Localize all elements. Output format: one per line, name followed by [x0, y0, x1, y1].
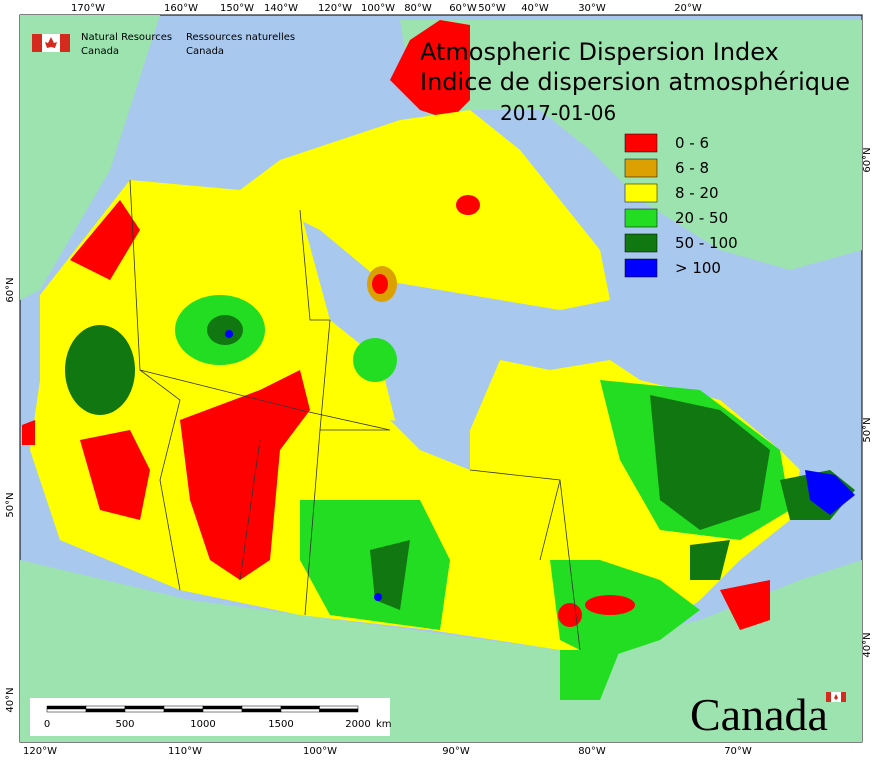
- region: [560, 650, 620, 700]
- legend-swatch: [624, 133, 658, 153]
- graticule-labels: 170°W 160°W 150°W 140°W 120°W 100°W 80°W 60°W 50…: [5, 3, 873, 757]
- scale-segment: [241, 708, 282, 713]
- legend-swatch: [624, 258, 658, 278]
- top-label: 50°W: [478, 3, 506, 14]
- scale-segment: [241, 705, 282, 710]
- bottom-label: 70°W: [724, 746, 752, 757]
- agency-en: Natural Resources: [81, 32, 172, 43]
- region: [558, 603, 582, 627]
- region: [372, 274, 388, 294]
- region: [370, 540, 410, 610]
- top-label: 120°W: [318, 3, 352, 14]
- top-label: 20°W: [674, 3, 702, 14]
- hudson-bay: [395, 340, 500, 450]
- scale-segment: [202, 708, 243, 713]
- right-label: 40°N: [862, 632, 873, 657]
- wordmark: Canada: [690, 689, 828, 740]
- alaska: [20, 15, 160, 300]
- right-label: 60°N: [862, 147, 873, 172]
- scale-segment: [202, 705, 243, 710]
- top-label: 160°W: [164, 3, 198, 14]
- top-label: 60°W: [449, 3, 477, 14]
- scale-bg: [30, 698, 390, 736]
- region: [720, 580, 770, 630]
- region: [690, 540, 730, 580]
- region: [374, 593, 382, 601]
- region: [353, 338, 397, 382]
- legend-label: 8 - 20: [675, 184, 719, 202]
- wordmark-flag: [826, 692, 846, 702]
- bottom-label: 80°W: [578, 746, 606, 757]
- top-label: 40°W: [521, 3, 549, 14]
- legend-label: 0 - 6: [675, 134, 709, 152]
- top-label: 30°W: [578, 3, 606, 14]
- bottom-label: 100°W: [303, 746, 337, 757]
- legend-swatch: [624, 158, 658, 178]
- top-label: 140°W: [264, 3, 298, 14]
- scale-segment: [280, 705, 320, 710]
- region: [65, 325, 135, 415]
- legend-swatch: [624, 208, 658, 228]
- scale-segment: [163, 708, 204, 713]
- bottom-label: 110°W: [168, 746, 202, 757]
- fip-logo: [32, 34, 70, 52]
- scale-label: 1000: [190, 719, 215, 730]
- right-label: 50°N: [862, 417, 873, 442]
- legend: 0 - 6 6 - 8 8 - 20 20 - 50 50 - 100 > 100: [624, 133, 738, 278]
- legend-swatch: [624, 233, 658, 253]
- region: [390, 20, 470, 120]
- region: [70, 200, 140, 280]
- scale-segment: [46, 705, 87, 710]
- scale-segment: [46, 708, 87, 713]
- region: [80, 430, 150, 520]
- top-label: 100°W: [361, 3, 395, 14]
- region: [456, 195, 480, 215]
- agency-fr: Ressources naturelles: [186, 32, 295, 43]
- scale-label: 1500: [268, 719, 293, 730]
- bottom-label: 120°W: [23, 746, 57, 757]
- region: [585, 595, 635, 615]
- scale-segment: [319, 708, 359, 713]
- top-label: 80°W: [404, 3, 432, 14]
- region: [225, 330, 233, 338]
- legend-label: 6 - 8: [675, 159, 709, 177]
- scale-label: 500: [115, 719, 134, 730]
- agency-en: Canada: [81, 46, 119, 57]
- scale-segment: [163, 705, 204, 710]
- agency-fr: Canada: [186, 46, 224, 57]
- title: Atmospheric Dispersion Index: [420, 38, 779, 66]
- scale-label: 0: [44, 719, 50, 730]
- legend-label: > 100: [675, 259, 721, 277]
- region: [805, 470, 855, 515]
- top-label: 170°W: [71, 3, 105, 14]
- region: [180, 370, 310, 580]
- region: [207, 315, 243, 345]
- scale-bar: 0 500 1000 1500 2000 km: [30, 698, 392, 736]
- scale-segment: [85, 705, 126, 710]
- region: [22, 420, 35, 445]
- scale-segment: [280, 708, 320, 713]
- left-label: 40°N: [5, 687, 16, 712]
- region: [650, 395, 770, 530]
- left-label: 60°N: [5, 277, 16, 302]
- arctic-islands: [240, 110, 610, 310]
- scale-segment: [319, 705, 359, 710]
- borders: [129, 179, 581, 651]
- scale-label: 2000: [345, 719, 370, 730]
- scale-segment: [124, 708, 165, 713]
- date: 2017-01-06: [500, 101, 616, 125]
- left-label: 50°N: [5, 492, 16, 517]
- top-label: 150°W: [220, 3, 254, 14]
- scale-segment: [124, 705, 165, 710]
- scale-segment: [85, 708, 126, 713]
- legend-label: 20 - 50: [675, 209, 728, 227]
- legend-label: 50 - 100: [675, 234, 738, 252]
- legend-swatch: [624, 183, 658, 203]
- title: Indice de dispersion atmosphérique: [420, 68, 850, 96]
- usa: [20, 560, 862, 742]
- bottom-label: 90°W: [442, 746, 470, 757]
- scale-unit: km: [376, 719, 392, 730]
